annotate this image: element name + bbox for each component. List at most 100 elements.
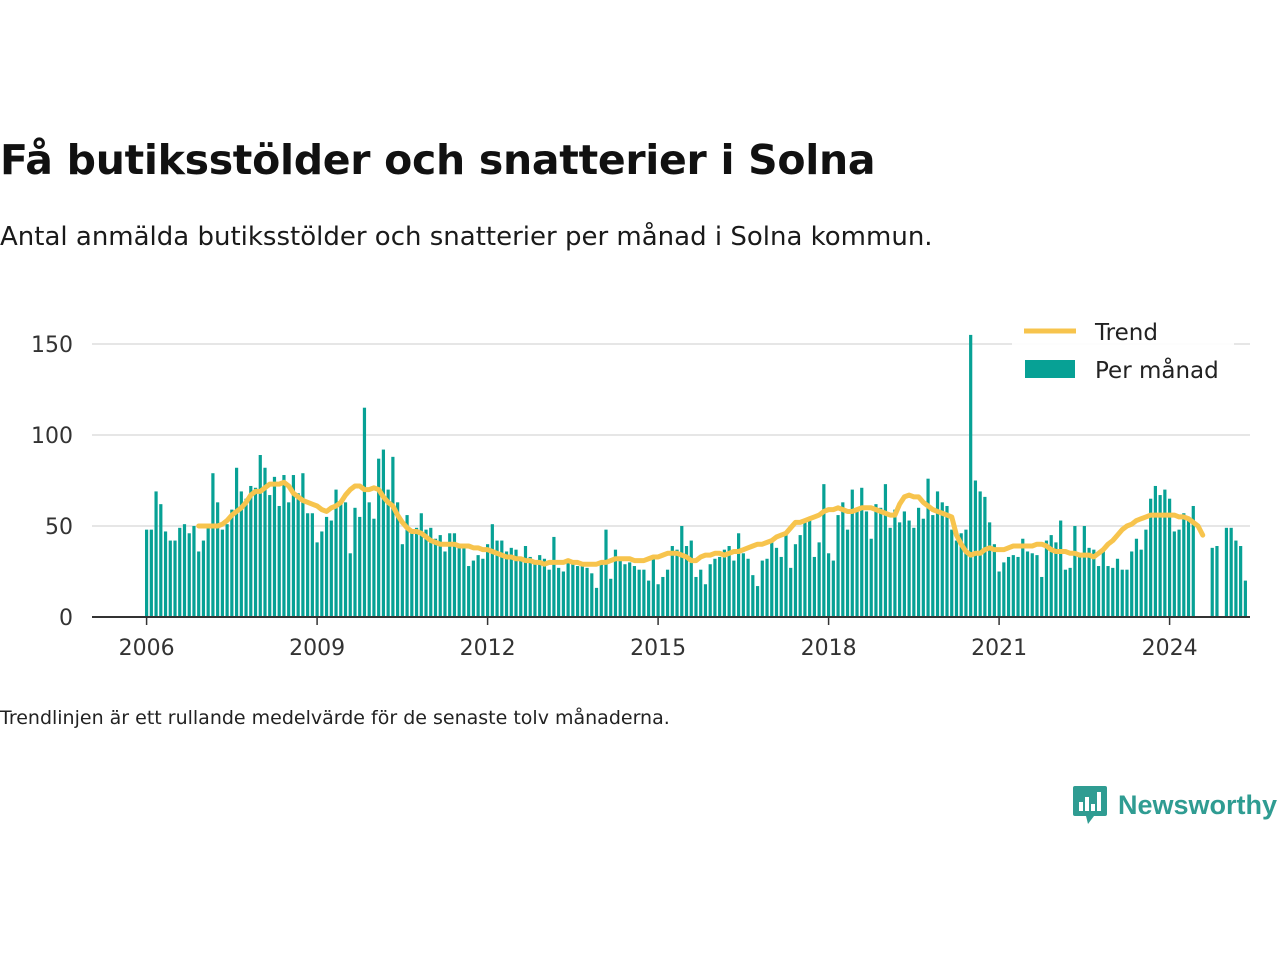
bar: [827, 553, 831, 617]
bar: [1063, 569, 1068, 617]
legend-trend-label: Trend: [1094, 320, 1158, 346]
bar: [637, 569, 641, 617]
bar: [935, 491, 940, 617]
bar: [680, 526, 684, 617]
bar: [1239, 546, 1243, 617]
bar: [486, 544, 490, 617]
bar: [784, 531, 788, 617]
bar: [628, 562, 632, 617]
bar: [916, 507, 921, 617]
axes: 2006 2009 2012 2015 2018 2021 2024: [92, 616, 1250, 661]
bar: [438, 535, 442, 617]
bar: [457, 544, 461, 617]
bar: [1134, 538, 1139, 617]
bar: [893, 509, 897, 617]
bar: [883, 484, 888, 617]
bar: [1234, 540, 1238, 617]
bar: [651, 555, 655, 617]
x-tick-label: 2015: [630, 636, 686, 661]
bar: [481, 558, 485, 617]
bar: [1168, 498, 1172, 617]
bar: [244, 498, 248, 617]
bar: [1191, 505, 1195, 617]
bar: [1215, 546, 1219, 617]
bar: [831, 560, 835, 617]
bar: [206, 527, 210, 617]
bar: [665, 569, 670, 617]
bar: [699, 569, 703, 617]
bar: [1073, 526, 1077, 617]
bar: [400, 544, 404, 617]
bar: [197, 551, 201, 617]
bar: [817, 542, 821, 617]
bar: [926, 478, 930, 617]
bar: [1210, 547, 1214, 617]
bar: [888, 527, 892, 617]
bar: [433, 538, 438, 617]
bar: [1035, 555, 1039, 617]
bar: [599, 564, 603, 617]
bar: [798, 535, 802, 617]
bar: [519, 558, 523, 617]
bar: [661, 576, 665, 617]
bar: [192, 526, 196, 617]
bar: [145, 529, 149, 617]
bar: [670, 546, 674, 617]
bar: [561, 571, 565, 617]
bar: [163, 531, 168, 617]
bar: [765, 558, 769, 617]
bar: [1144, 529, 1148, 617]
bar: [315, 542, 319, 617]
bar: [249, 485, 253, 617]
bar: [874, 504, 878, 617]
bar: [495, 540, 499, 617]
bar: [414, 527, 419, 617]
bar: [964, 529, 968, 617]
bar: [623, 564, 627, 617]
footnote: Trendlinjen är ett rullande medelvärde f…: [0, 707, 670, 729]
bar: [940, 502, 944, 617]
bar: [850, 489, 854, 617]
bar: [367, 502, 371, 617]
bar: [1068, 567, 1072, 617]
bar: [301, 473, 305, 617]
bar: [921, 518, 925, 617]
bar: [509, 547, 513, 617]
gridlines: 0 50 100 150: [31, 333, 1250, 631]
bar: [860, 487, 864, 617]
bar: [789, 567, 793, 617]
bar: [718, 556, 722, 617]
bar: [1092, 549, 1096, 617]
bar: [343, 502, 348, 617]
bar: [1054, 542, 1058, 617]
bar: [1153, 485, 1157, 617]
bar: [656, 584, 660, 617]
brand-logo[interactable]: Newsworthy: [1072, 784, 1277, 826]
bar: [443, 551, 447, 617]
bar: [1130, 551, 1134, 617]
bar: [988, 522, 992, 617]
bar: [282, 475, 286, 617]
bar: [585, 567, 589, 617]
y-tick-label: 150: [31, 333, 73, 358]
bar: [173, 540, 177, 617]
chart-title: Få butiksstölder och snatterier i Solna: [0, 136, 876, 184]
bar: [992, 544, 996, 617]
legend-bars-swatch: [1025, 360, 1075, 378]
bar: [1006, 556, 1011, 617]
bar: [647, 580, 651, 617]
bar: [1021, 538, 1025, 617]
bar: [675, 549, 679, 617]
bar: [1172, 531, 1176, 617]
bar: [258, 455, 262, 617]
bar: [211, 473, 215, 617]
bar: [239, 491, 243, 617]
bar: [230, 509, 234, 617]
bar: [471, 560, 475, 617]
bar: [822, 484, 826, 617]
bar: [959, 533, 963, 617]
bar: [448, 533, 452, 617]
bar: [751, 575, 755, 617]
bar: [476, 555, 480, 617]
bar: [225, 524, 229, 617]
